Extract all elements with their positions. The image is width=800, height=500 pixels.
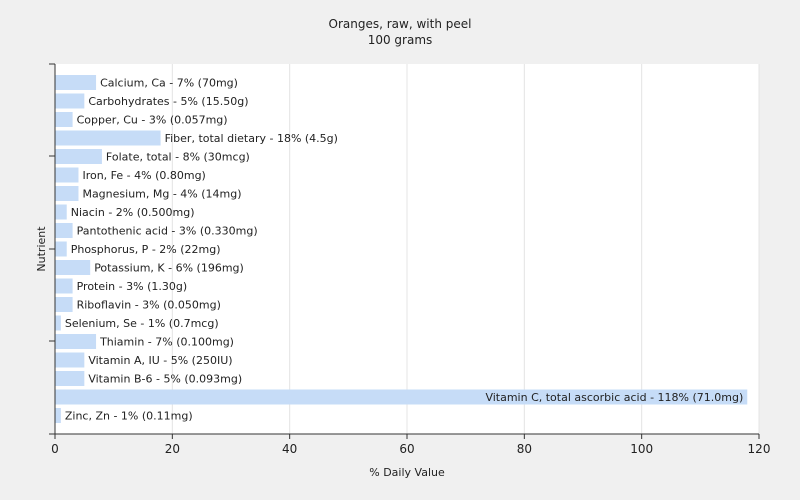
- bar-label: Fiber, total dietary - 18% (4.5g): [165, 132, 338, 145]
- bar: [55, 204, 67, 220]
- bar: [55, 75, 97, 90]
- chart-subtitle: 100 grams: [368, 33, 433, 47]
- bar-label: Calcium, Ca - 7% (70mg): [100, 77, 238, 90]
- bar-labels: Calcium, Ca - 7% (70mg) Carbohydrates - 5…: [65, 77, 743, 423]
- bar: [55, 130, 161, 146]
- bar: [55, 352, 85, 368]
- x-tick-label: 40: [282, 442, 297, 456]
- bar-label: Vitamin C, total ascorbic acid - 118% (7…: [485, 391, 743, 404]
- bar: [55, 167, 79, 183]
- x-tick-label: 80: [517, 442, 532, 456]
- x-tick-label: 0: [51, 442, 59, 456]
- bar: [55, 278, 73, 294]
- bar-label: Phosphorus, P - 2% (22mg): [71, 243, 221, 256]
- bar: [55, 315, 61, 331]
- bar-label: Selenium, Se - 1% (0.7mcg): [65, 317, 219, 330]
- bar: [55, 260, 91, 275]
- bar: [55, 389, 748, 405]
- bar: [55, 334, 97, 349]
- bar: [55, 371, 85, 386]
- bar-label: Pantothenic acid - 3% (0.330mg): [77, 225, 258, 238]
- bar-label: Vitamin A, IU - 5% (250IU): [88, 354, 232, 367]
- bar-label: Niacin - 2% (0.500mg): [71, 206, 195, 219]
- x-tick-label: 100: [630, 442, 653, 456]
- chart-title: Oranges, raw, with peel: [329, 17, 472, 31]
- y-axis-label: Nutrient: [35, 226, 48, 272]
- bar-label: Copper, Cu - 3% (0.057mg): [77, 114, 228, 127]
- bar-label: Potassium, K - 6% (196mg): [94, 262, 244, 275]
- x-tick-label: 60: [399, 442, 414, 456]
- x-tick-label: 120: [748, 442, 771, 456]
- bar-label: Folate, total - 8% (30mcg): [106, 151, 250, 164]
- bar-label: Thiamin - 7% (0.100mg): [99, 336, 234, 349]
- x-tick-label: 20: [165, 442, 180, 456]
- bar-label: Protein - 3% (1.30g): [77, 280, 188, 293]
- bar: [55, 297, 73, 312]
- bar-label: Vitamin B-6 - 5% (0.093mg): [88, 373, 242, 386]
- bar: [55, 149, 102, 164]
- x-axis-label: % Daily Value: [369, 466, 445, 479]
- bar-label: Iron, Fe - 4% (0.80mg): [82, 169, 205, 182]
- bar-label: Carbohydrates - 5% (15.50g): [88, 95, 248, 108]
- bar-label: Zinc, Zn - 1% (0.11mg): [65, 410, 193, 423]
- bar: [55, 112, 73, 127]
- gridlines: [171, 64, 760, 434]
- bar-label: Magnesium, Mg - 4% (14mg): [82, 188, 241, 201]
- x-tick-labels: 0 20 40 60 80 100 120: [51, 434, 770, 456]
- bars: [55, 75, 748, 423]
- bar: [55, 408, 61, 423]
- bar: [55, 223, 73, 238]
- bar-label: Riboflavin - 3% (0.050mg): [77, 299, 221, 312]
- bar: [55, 241, 67, 257]
- bar: [55, 93, 85, 109]
- bar: [55, 186, 79, 201]
